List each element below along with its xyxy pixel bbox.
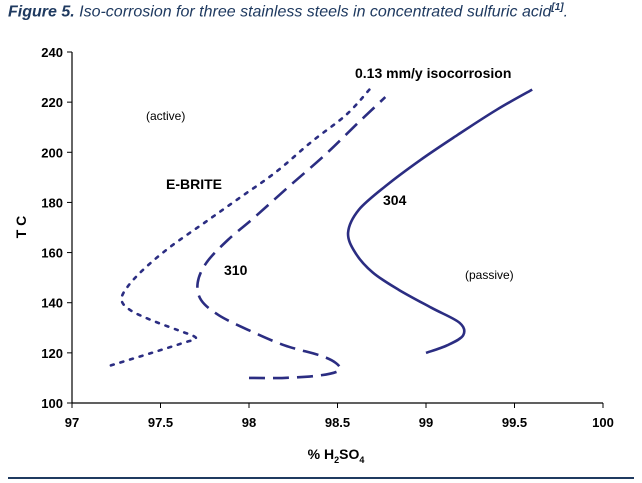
y-tick-label: 100 bbox=[41, 396, 63, 411]
reference-mark: [1] bbox=[551, 2, 564, 13]
y-axis-label: T C bbox=[13, 216, 29, 239]
bottom-rule bbox=[8, 477, 634, 479]
y-tick-label: 220 bbox=[41, 95, 63, 110]
x-tick-label: 99.5 bbox=[502, 415, 527, 430]
y-tick-label: 140 bbox=[41, 296, 63, 311]
x-tick-label: 97 bbox=[65, 415, 79, 430]
chart-labels: T C % H2SO4 0.13 mm/y isocorrosion (acti… bbox=[13, 65, 514, 465]
figure-title: Iso-corrosion for three stainless steels… bbox=[74, 3, 552, 21]
figure-label: Figure 5. bbox=[8, 3, 75, 21]
series-layer bbox=[109, 88, 533, 380]
active-annotation: (active) bbox=[146, 109, 185, 123]
caption-period: . bbox=[563, 3, 569, 21]
passive-annotation: (passive) bbox=[465, 268, 514, 282]
y-tick-label: 160 bbox=[41, 246, 63, 261]
x-tick-label: 98.5 bbox=[325, 415, 350, 430]
y-tick-label: 120 bbox=[41, 346, 63, 361]
x-tick-label: 97.5 bbox=[148, 415, 173, 430]
x-tick-label: 98 bbox=[242, 415, 256, 430]
y-tick-label: 240 bbox=[41, 45, 63, 60]
x-axis-label: % H2SO4 bbox=[308, 446, 365, 465]
isocorrosion-annotation: 0.13 mm/y isocorrosion bbox=[355, 65, 511, 81]
axes: 97 97.5 98 98.5 99 99.5 100 100 120 140 160 180 200 2… bbox=[41, 45, 614, 430]
y-tick-label: 200 bbox=[41, 145, 63, 160]
series-line-304 bbox=[346, 88, 533, 355]
series-line-310 bbox=[196, 96, 387, 380]
x-tick-label: 100 bbox=[592, 415, 614, 430]
figure-caption: Figure 5. Iso-corrosion for three stainl… bbox=[8, 2, 568, 21]
series-label-ebrite: E-BRITE bbox=[166, 176, 222, 192]
series-line-ebrite bbox=[109, 88, 371, 367]
y-tick-label: 180 bbox=[41, 195, 63, 210]
series-label-310: 310 bbox=[224, 262, 248, 278]
series-label-304: 304 bbox=[383, 192, 407, 208]
x-tick-label: 99 bbox=[419, 415, 433, 430]
